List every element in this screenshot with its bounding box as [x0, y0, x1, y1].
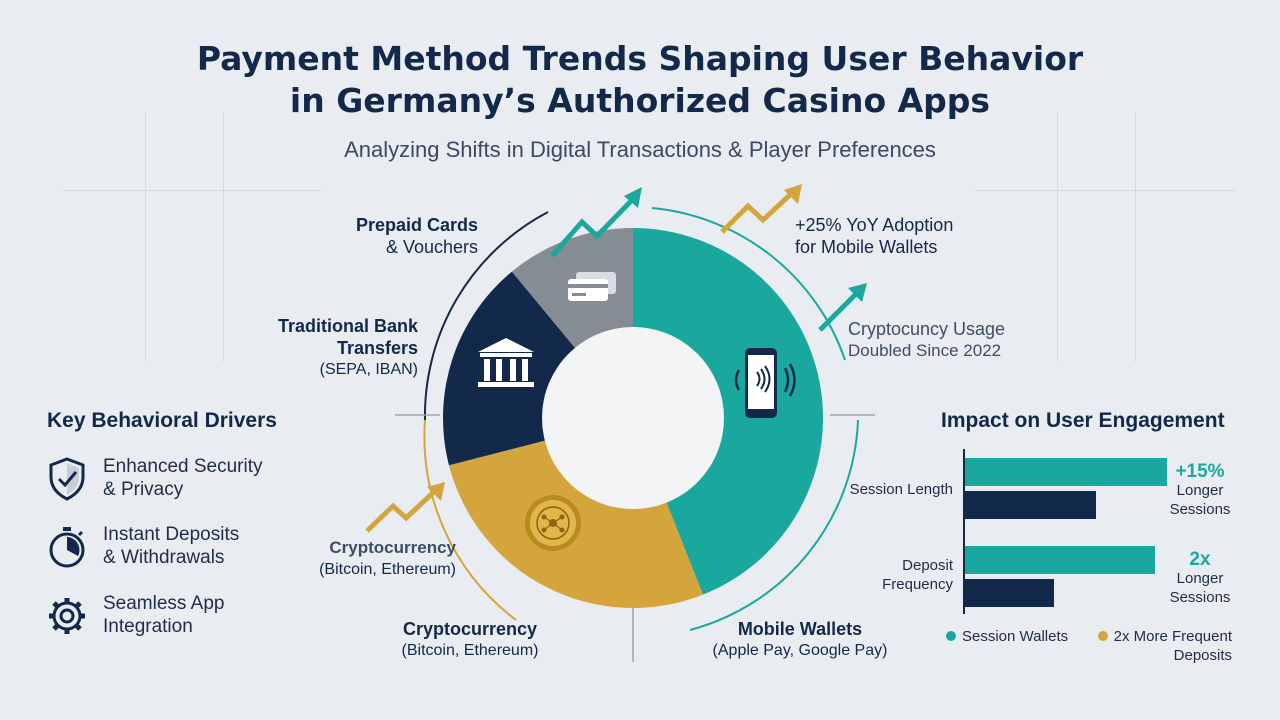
trend-arrow-gold-left	[365, 482, 445, 533]
driver-security-line-1: Enhanced Security	[103, 456, 263, 477]
impact-axis	[963, 449, 965, 614]
impact-legend-deposits: 2x More Frequent Deposits	[1090, 627, 1232, 665]
bar-deposit-frequency-series-0	[965, 546, 1155, 574]
impact-note-session: +15% Longer Sessions	[1163, 462, 1237, 519]
driver-security-line-2: & Privacy	[103, 479, 184, 500]
bg-line	[1135, 112, 1136, 362]
label-mobile-title: Mobile Wallets	[737, 619, 863, 639]
label-crypto-bottom: Cryptocurrency (Bitcoin, Ethereum)	[370, 618, 570, 662]
driver-item-instant: Instant Deposits & Withdrawals	[47, 523, 239, 569]
callout-crypto-line-2: Doubled Since 2022	[848, 341, 1002, 360]
driver-instant-text: Instant Deposits & Withdrawals	[103, 523, 239, 569]
phone-nfc-icon	[734, 348, 796, 418]
bar-deposit-frequency-series-1	[965, 579, 1054, 607]
callout-yoy-line-1: +25% YoY Adoption	[795, 215, 954, 235]
trend-arrow-teal-top	[550, 187, 642, 258]
legend-deposits-text-2: Deposits	[1173, 647, 1232, 664]
impact-note-1-value: 2x	[1189, 549, 1211, 570]
driver-security-text: Enhanced Security & Privacy	[103, 455, 263, 501]
driver-item-integration: Seamless App Integration	[47, 592, 224, 638]
driver-item-security: Enhanced Security & Privacy	[47, 455, 263, 501]
label-mobile-wallets: Mobile Wallets (Apple Pay, Google Pay)	[700, 618, 900, 662]
callout-mobile-wallet-yoy: +25% YoY Adoption for Mobile Wallets	[795, 214, 995, 258]
bg-line	[62, 190, 322, 191]
impact-legend-session: Session Wallets	[946, 627, 1068, 646]
driver-integration-text: Seamless App Integration	[103, 592, 224, 638]
shield-check-icon	[49, 457, 85, 501]
bar-session-length-series-1	[965, 491, 1097, 519]
impact-note-1-line-1: Longer	[1176, 570, 1224, 587]
label-crypto-side-title: Cryptocurrency	[329, 538, 456, 557]
title-line-2: in Germany’s Authorized Casino Apps	[289, 81, 991, 120]
page-subtitle: Analyzing Shifts in Digital Transactions…	[344, 137, 936, 162]
driver-integration-line-2: Integration	[103, 616, 193, 637]
label-bank-title-1: Traditional Bank	[277, 316, 418, 336]
legend-dot-gold	[1097, 631, 1108, 641]
impact-title: Impact on User Engagement	[941, 409, 1225, 432]
label-crypto-bottom-sub: (Bitcoin, Ethereum)	[401, 642, 539, 659]
impact-row-1-label-1: Deposit	[902, 557, 953, 574]
label-crypto-side-sub: (Bitcoin, Ethereum)	[319, 561, 456, 578]
guide-arc-left	[423, 211, 549, 421]
driver-instant-line-2: & Withdrawals	[103, 547, 225, 568]
trend-arrow-teal-right	[818, 283, 867, 332]
label-crypto-bottom-title: Cryptocurrency	[402, 619, 538, 639]
drivers-title: Key Behavioral Drivers	[47, 409, 277, 432]
callout-yoy-line-2: for Mobile Wallets	[795, 237, 938, 257]
label-prepaid-title: Prepaid Cards	[355, 215, 478, 235]
guide-arc-right	[651, 207, 846, 361]
impact-note-0-line-1: Longer	[1176, 482, 1224, 499]
impact-row-1-label-2: Frequency	[882, 576, 953, 593]
guide-arc-left-gold	[423, 419, 517, 621]
label-crypto-side: Cryptocurrency (Bitcoin, Ethereum)	[290, 537, 456, 581]
title-line-1: Payment Method Trends Shaping User Behav…	[196, 39, 1084, 78]
guide-arc-right-lower	[689, 419, 859, 631]
label-prepaid-cards: Prepaid Cards & Vouchers	[300, 214, 478, 258]
donut-slice-mobile-wallets	[633, 228, 824, 595]
bg-line	[145, 112, 146, 362]
impact-row-0-label-1: Session Length	[849, 481, 953, 498]
callout-crypto-line-1: Cryptocuncy Usage	[848, 319, 1006, 339]
bg-line	[1057, 112, 1058, 362]
label-prepaid-sub: & Vouchers	[385, 237, 478, 257]
impact-row-label-deposit: Deposit Frequency	[820, 556, 953, 594]
impact-note-deposit: 2x Longer Sessions	[1163, 550, 1237, 607]
gear-icon	[49, 598, 85, 634]
credit-card-icon	[568, 272, 616, 301]
label-bank-sub: (SEPA, IBAN)	[319, 361, 418, 378]
callout-crypto-usage: Cryptocuncy Usage Doubled Since 2022	[848, 318, 1038, 362]
donut-hole	[542, 327, 724, 509]
impact-note-0-value: +15%	[1175, 461, 1225, 482]
driver-instant-line-1: Instant Deposits	[103, 524, 240, 545]
impact-row-label-session: Session Length	[820, 480, 953, 499]
driver-integration-line-1: Seamless App	[103, 593, 225, 614]
legend-dot-teal	[946, 631, 956, 641]
legend-session-text: Session Wallets	[962, 628, 1069, 645]
crypto-coin-icon	[525, 495, 581, 551]
label-bank-transfers: Traditional Bank Transfers (SEPA, IBAN)	[230, 315, 418, 381]
bar-session-length-series-0	[965, 458, 1167, 486]
label-bank-title-2: Transfers	[336, 338, 418, 358]
impact-note-1-line-2: Sessions	[1169, 589, 1231, 606]
stopwatch-icon	[49, 527, 85, 568]
bank-icon	[478, 338, 534, 387]
bg-line	[223, 112, 224, 362]
trend-arrow-gold-top	[720, 184, 802, 234]
label-mobile-sub: (Apple Pay, Google Pay)	[712, 642, 888, 659]
legend-deposits-text-1: 2x More Frequent	[1113, 628, 1232, 645]
impact-note-0-line-2: Sessions	[1169, 501, 1231, 518]
page-title: Payment Method Trends Shaping User Behav…	[0, 38, 1280, 122]
bg-line	[975, 190, 1235, 191]
